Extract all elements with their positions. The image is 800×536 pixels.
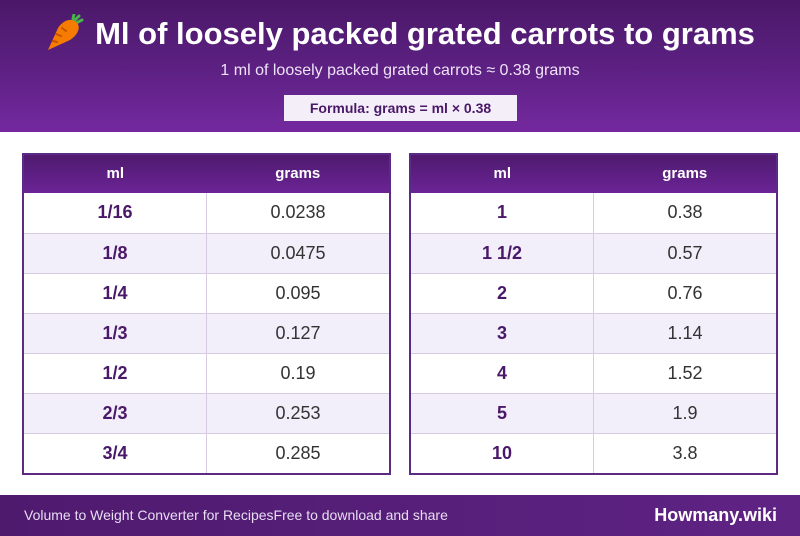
ml-cell: 10 <box>411 434 594 473</box>
table-row: 4 1.52 <box>411 353 776 393</box>
grams-cell: 0.127 <box>275 323 321 343</box>
grams-cell: 1.9 <box>672 403 698 423</box>
ml-cell: 1/16 <box>24 193 207 233</box>
table-row: 2/3 0.253 <box>24 393 389 433</box>
formula-box: Formula: grams = ml × 0.38 <box>284 95 517 121</box>
ml-cell: 1/2 <box>24 354 207 393</box>
grams-cell: 1.52 <box>667 363 703 383</box>
ml-cell: 1 1/2 <box>411 234 594 273</box>
table-row: 3 1.14 <box>411 313 776 353</box>
page-title: Ml of loosely packed grated carrots to g… <box>0 14 800 54</box>
table-header: ml grams <box>24 155 389 193</box>
grams-cell: 1.14 <box>667 323 703 343</box>
grams-cell: 0.0238 <box>270 202 326 222</box>
table-row: 1 0.38 <box>411 193 776 233</box>
ml-cell: 1/4 <box>24 274 207 313</box>
table-row: 1/3 0.127 <box>24 313 389 353</box>
title-text: Ml of loosely packed grated carrots to g… <box>95 16 755 51</box>
grams-cell: 0.285 <box>275 443 321 463</box>
column-header-grams: grams <box>275 165 321 182</box>
footer-text: Volume to Weight Converter for RecipesFr… <box>24 495 448 536</box>
table-row: 1/2 0.19 <box>24 353 389 393</box>
grams-cell: 0.0475 <box>270 243 326 263</box>
header-banner: Ml of loosely packed grated carrots to g… <box>0 0 800 132</box>
subtitle: 1 ml of loosely packed grated carrots ≈ … <box>220 62 580 79</box>
footer-bar: Volume to Weight Converter for RecipesFr… <box>0 495 800 536</box>
ml-cell: 2 <box>411 274 594 313</box>
table-row: 1/8 0.0475 <box>24 233 389 273</box>
ml-cell: 1 <box>411 193 594 233</box>
brand-name: Howmany.wiki <box>654 505 777 525</box>
column-header-ml: ml <box>106 165 124 182</box>
grams-cell: 0.76 <box>667 283 703 303</box>
table-row: 1 1/2 0.57 <box>411 233 776 273</box>
ml-cell: 1/8 <box>24 234 207 273</box>
ml-cell: 4 <box>411 354 594 393</box>
grams-cell: 0.19 <box>280 363 316 383</box>
grams-cell: 0.095 <box>275 283 321 303</box>
conversion-table-left: ml grams 1/16 0.0238 1/8 0.0475 1/4 0.095 1… <box>22 153 391 475</box>
table-row: 3/4 0.285 <box>24 433 389 473</box>
table-row: 2 0.76 <box>411 273 776 313</box>
column-header-grams: grams <box>662 165 708 182</box>
table-row: 10 3.8 <box>411 433 776 473</box>
column-header-ml: ml <box>493 165 511 182</box>
table-row: 1/16 0.0238 <box>24 193 389 233</box>
ml-cell: 2/3 <box>24 394 207 433</box>
ml-cell: 5 <box>411 394 594 433</box>
ml-cell: 3/4 <box>24 434 207 473</box>
table-row: 5 1.9 <box>411 393 776 433</box>
conversion-table-right: ml grams 1 0.38 1 1/2 0.57 2 0.76 3 1.14 4 1.… <box>409 153 778 475</box>
grams-cell: 3.8 <box>672 443 698 463</box>
grams-cell: 0.253 <box>275 403 321 423</box>
table-row: 1/4 0.095 <box>24 273 389 313</box>
grams-cell: 0.38 <box>667 202 703 222</box>
carrot-icon <box>48 14 84 50</box>
ml-cell: 1/3 <box>24 314 207 353</box>
ml-cell: 3 <box>411 314 594 353</box>
footer-tagline: Volume to Weight Converter for Recipes <box>24 507 274 523</box>
table-header: ml grams <box>411 155 776 193</box>
grams-cell: 0.57 <box>667 243 703 263</box>
footer-share-note: Free to download and share <box>273 507 448 523</box>
